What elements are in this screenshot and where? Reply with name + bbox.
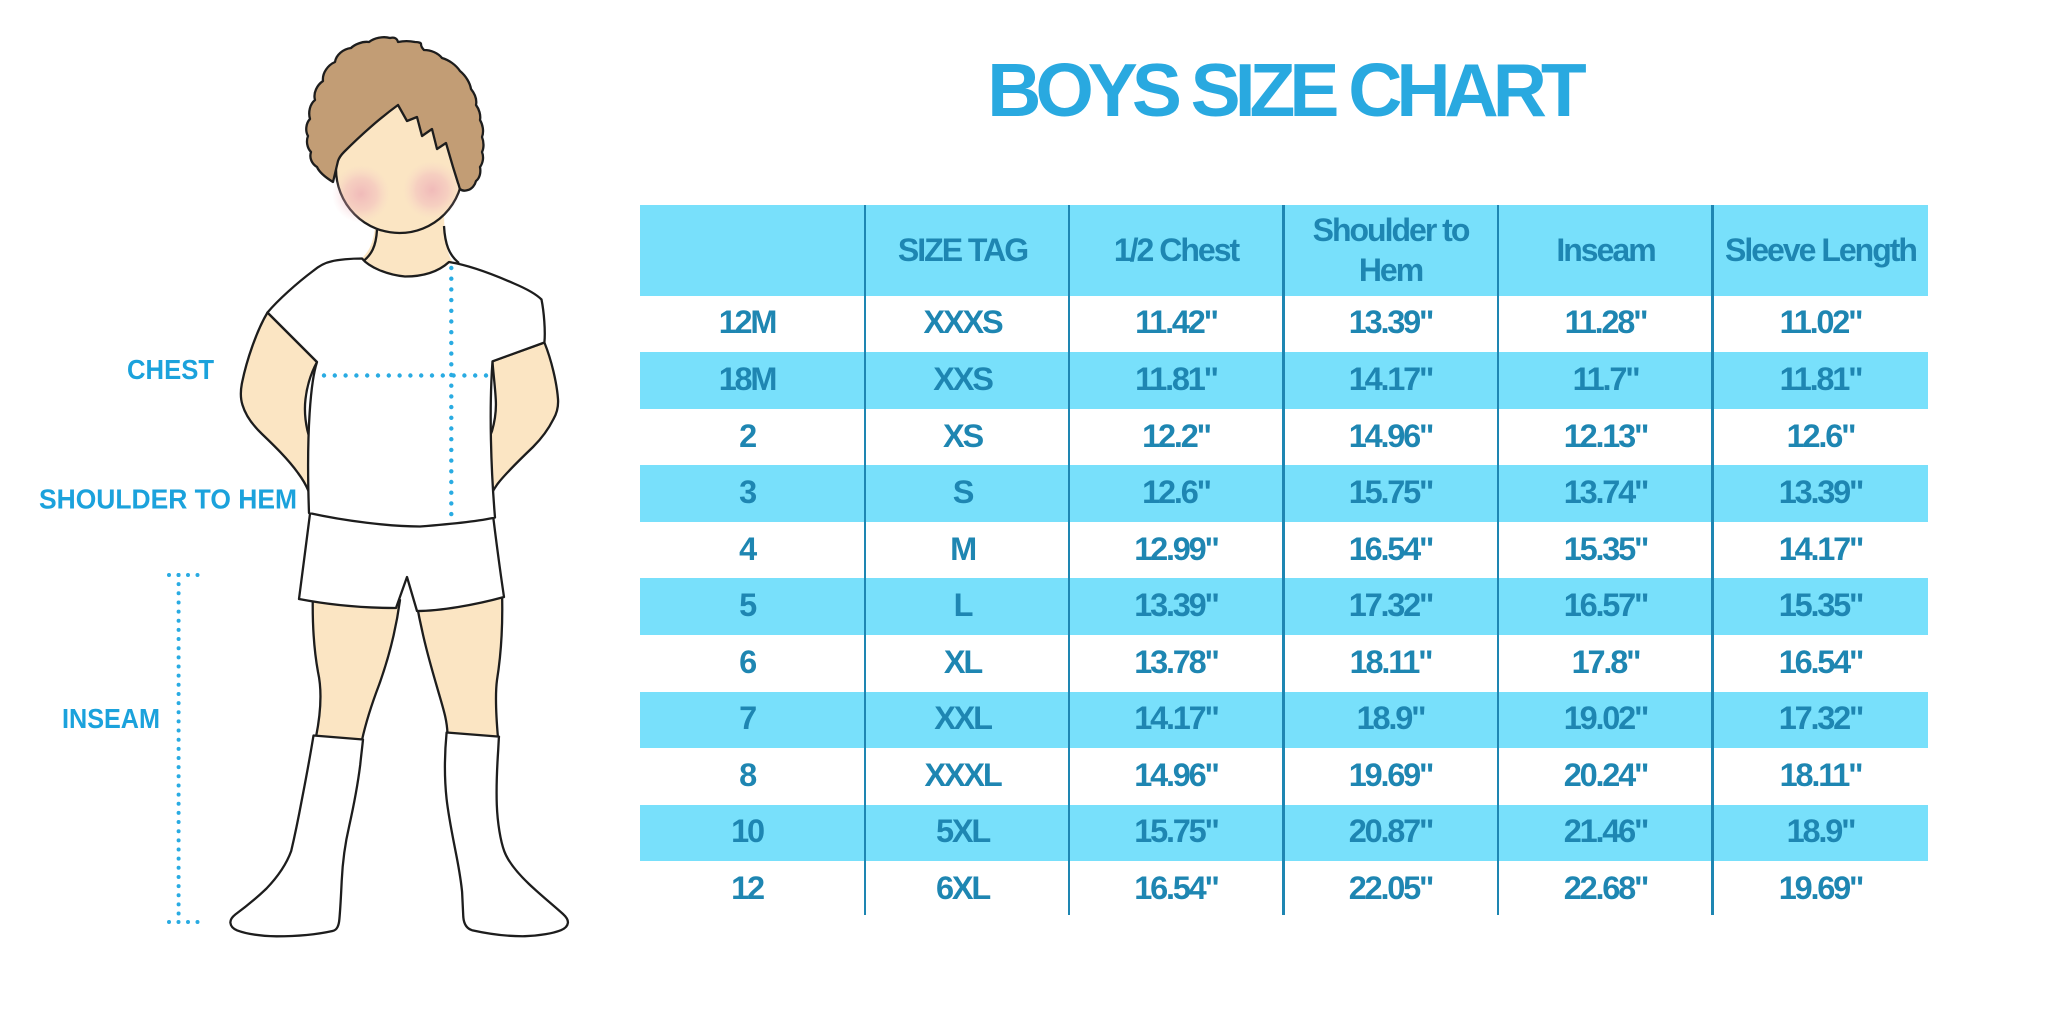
svg-text:INSEAM: INSEAM xyxy=(62,703,160,734)
svg-text:SHOULDER TO HEM: SHOULDER TO HEM xyxy=(39,484,297,515)
svg-text:CHEST: CHEST xyxy=(127,354,214,385)
